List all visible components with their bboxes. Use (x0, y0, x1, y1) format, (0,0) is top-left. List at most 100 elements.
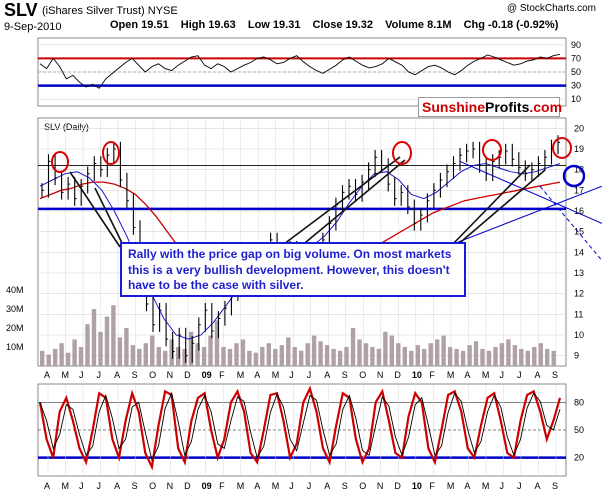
volume-bar (299, 350, 304, 366)
volume-bar (195, 343, 200, 366)
declining-trend-line (459, 160, 602, 224)
stochastic-x-tick-label: J (97, 481, 102, 491)
stochastic-x-tick-label: S (132, 481, 138, 491)
volume-bar (208, 335, 213, 366)
price-x-tick-label: A (534, 370, 540, 380)
volume-bar (525, 350, 530, 366)
volume-bar (227, 348, 233, 366)
volume-bar (169, 339, 174, 366)
stochastic-tick-label: 20 (574, 453, 584, 463)
volume-tick-label: 30M (6, 304, 24, 314)
price-x-tick-label: M (272, 370, 280, 380)
volume-bar (435, 339, 440, 366)
stochastic-x-tick-label: J (289, 481, 294, 491)
price-x-tick-label: A (324, 370, 330, 380)
volume-bar (447, 347, 453, 366)
callout-pointer-line (279, 156, 401, 248)
rsi-tick-label: 70 (571, 53, 581, 63)
stochastic-tick-label: 80 (574, 397, 584, 407)
volume-bar (363, 343, 369, 366)
stochastic-x-tick-label: M (62, 481, 70, 491)
security-name: (iShares Silver Trust) NYSE (42, 5, 178, 17)
price-x-tick-label: J (79, 370, 84, 380)
stochastic-x-tick-label: N (167, 481, 174, 491)
volume-bar (467, 345, 472, 366)
volume-bar (143, 343, 148, 366)
stochastic-x-tick-label: M (237, 481, 245, 491)
price-x-tick-label: A (44, 370, 50, 380)
volume-bar (137, 348, 142, 366)
price-x-tick-label: 10 (412, 370, 422, 380)
quote-summary: Open 19.51 High 19.63 Low 19.31 Close 19… (110, 19, 567, 31)
volume-bar (46, 354, 51, 366)
price-x-tick-label: J (289, 370, 294, 380)
price-x-tick-label: S (552, 370, 558, 380)
volume-bar (247, 350, 252, 366)
volume-bar (286, 337, 291, 366)
callout-pointer-line (449, 164, 531, 248)
stochastic-x-tick-label: J (517, 481, 522, 491)
stochastic-x-tick-label: D (394, 481, 401, 491)
stochastic-x-tick-label: M (447, 481, 455, 491)
stochastic-signal-line (38, 385, 562, 471)
volume-bar (260, 347, 265, 366)
stochastic-x-tick-label: 10 (412, 481, 422, 491)
high-value: High 19.63 (180, 19, 236, 31)
volume-bar (65, 352, 71, 366)
price-x-tick-label: A (254, 370, 260, 380)
volume-bar (370, 347, 375, 366)
price-x-tick-label: F (219, 370, 225, 380)
stochastic-x-tick-label: A (464, 481, 470, 491)
price-x-tick-label: J (97, 370, 102, 380)
rsi-tick-label: 30 (571, 81, 581, 91)
brand-part-1: Sunshine (422, 99, 486, 115)
volume-bar (389, 335, 394, 366)
price-tick-label: 18 (574, 165, 584, 175)
price-x-tick-label: N (167, 370, 174, 380)
price-x-tick-label: S (132, 370, 138, 380)
volume-bar (182, 348, 187, 366)
volume-bar (428, 343, 433, 366)
quote-date: 9-Sep-2010 (4, 21, 62, 33)
price-tick-label: 12 (574, 289, 584, 299)
volume-bar (454, 348, 459, 366)
volume-bar (163, 350, 168, 366)
volume-bar (85, 324, 90, 366)
price-x-tick-label: F (429, 370, 435, 380)
callout-pointer-line (94, 187, 125, 248)
price-x-tick-label: O (149, 370, 156, 380)
volume-bar (214, 320, 220, 366)
volume-bar (292, 347, 297, 366)
price-x-tick-label: 09 (202, 370, 212, 380)
volume-value: Volume 8.1M (385, 19, 452, 31)
volume-bar (512, 345, 518, 366)
rsi-tick-label: 50 (571, 67, 581, 77)
brand-part-3: .com (529, 99, 563, 115)
volume-bar (409, 350, 414, 366)
stochastic-x-tick-label: F (219, 481, 225, 491)
volume-bar (234, 343, 239, 366)
volume-bar (117, 337, 123, 366)
volume-bar (324, 345, 330, 366)
price-x-tick-label: M (62, 370, 70, 380)
price-tick-label: 9 (574, 351, 579, 361)
price-x-tick-label: M (237, 370, 245, 380)
volume-bar (305, 343, 310, 366)
stochastic-x-tick-label: J (79, 481, 84, 491)
volume-bar (519, 348, 524, 366)
volume-bar (40, 350, 45, 366)
volume-bar (532, 347, 537, 366)
price-tick-label: 11 (574, 309, 583, 319)
highlight-circle (482, 139, 502, 161)
volume-tick-label: 40M (6, 285, 24, 295)
open-value: Open 19.51 (110, 19, 169, 31)
price-tick-label: 10 (574, 330, 584, 340)
price-tick-label: 20 (574, 123, 584, 133)
price-panel-title: SLV (Daily) (44, 122, 89, 132)
volume-bar (221, 347, 226, 366)
volume-bar (441, 335, 446, 366)
callout-pointer-line (454, 169, 546, 248)
support-circle (562, 164, 586, 188)
price-tick-label: 19 (574, 144, 584, 154)
